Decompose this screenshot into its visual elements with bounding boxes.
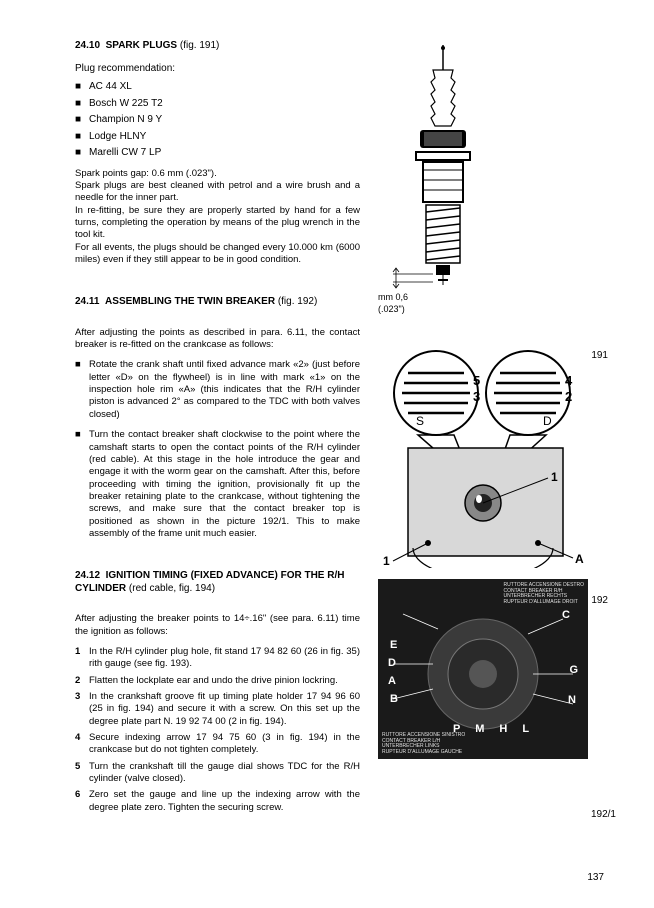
step-text: Zero set the gauge and line up the index…	[89, 789, 360, 814]
section-title-1: 24.10 SPARK PLUGS (fig. 191)	[75, 40, 360, 53]
svg-text:5: 5	[473, 373, 480, 388]
bullet-text: Champion N 9 Y	[89, 114, 360, 127]
svg-text:D: D	[543, 414, 552, 428]
section-num: 24.11	[75, 296, 99, 307]
section-num: 24.12	[75, 570, 100, 581]
step-text: In the crankshaft groove fit up timing p…	[89, 691, 360, 728]
fig-ref: (red cable, fig. 194)	[129, 583, 215, 594]
bullet-marker: ■	[75, 98, 89, 111]
photo-letter: A	[388, 675, 396, 687]
step-text: Flatten the lockplate ear and undo the d…	[89, 675, 360, 687]
photo-letter: E	[390, 639, 397, 651]
subtitle-1: Plug recommendation:	[75, 63, 360, 76]
step-text: Turn the crankshaft till the gauge dial …	[89, 761, 360, 786]
step-num: 1	[75, 646, 89, 671]
photo-letter: C	[562, 609, 570, 621]
photo-letter-row: P M H L	[453, 723, 535, 735]
bullet-text: Marelli CW 7 LP	[89, 147, 360, 160]
photo-letter: N	[568, 694, 576, 706]
bullet-marker: ■	[75, 81, 89, 94]
para: After adjusting the breaker points to 14…	[75, 613, 360, 638]
step-text: Secure indexing arrow 17 94 75 60 (3 in …	[89, 732, 360, 757]
para-text: In re-fitting, be sure they are properly…	[75, 205, 360, 241]
bullet-marker: ■	[75, 359, 89, 421]
svg-text:A: A	[575, 552, 584, 566]
section-title-2: 24.11 ASSEMBLING THE TWIN BREAKER (fig. …	[75, 296, 360, 309]
bullet-item: ■Marelli CW 7 LP	[75, 147, 360, 160]
step-num: 2	[75, 675, 89, 687]
fig-label-191: 191	[591, 350, 608, 361]
para-text: For all events, the plugs should be chan…	[75, 242, 360, 265]
para-text: Spark plugs are best cleaned with petrol…	[75, 180, 360, 203]
svg-text:S: S	[416, 414, 424, 428]
step-num: 5	[75, 761, 89, 786]
page-number: 137	[587, 872, 604, 883]
breaker-photo: RUTTORE ACCENSIONE DESTROCONTACT BREAKER…	[378, 579, 588, 759]
gap-mm-label: mm 0,6	[378, 292, 408, 302]
fig-ref: (fig. 192)	[278, 296, 317, 307]
svg-text:4: 4	[565, 373, 573, 388]
plug-list: ■AC 44 XL ■Bosch W 225 T2 ■Champion N 9 …	[75, 81, 360, 160]
svg-text:1: 1	[383, 554, 390, 568]
step: 1In the R/H cylinder plug hole, fit stan…	[75, 646, 360, 671]
text-column: 24.10 SPARK PLUGS (fig. 191) Plug recomm…	[75, 40, 360, 818]
section-title-3: 24.12 IGNITION TIMING (FIXED ADVANCE) FO…	[75, 570, 360, 595]
para-text: Spark points gap: 0.6 mm (.023").	[75, 168, 217, 179]
section-name: SPARK PLUGS	[106, 40, 178, 51]
step: 4Secure indexing arrow 17 94 75 60 (3 in…	[75, 732, 360, 757]
breaker-diagram-icon: 5 3 4 2 S D 1 1 A	[378, 343, 588, 568]
bullet-text: AC 44 XL	[89, 81, 360, 94]
fig-label-192: 192	[591, 595, 608, 606]
bullet-para: ■Rotate the crank shaft until fixed adva…	[75, 359, 360, 421]
step-text: In the R/H cylinder plug hole, fit stand…	[89, 646, 360, 671]
para: Spark points gap: 0.6 mm (.023"). Spark …	[75, 168, 360, 267]
bullet-item: ■Lodge HLNY	[75, 131, 360, 144]
fig-ref: (fig. 191)	[180, 40, 219, 51]
section-name: ASSEMBLING THE TWIN BREAKER	[105, 296, 275, 307]
svg-text:3: 3	[473, 389, 480, 404]
step-num: 3	[75, 691, 89, 728]
bullet-marker: ■	[75, 147, 89, 160]
bullet-item: ■AC 44 XL	[75, 81, 360, 94]
svg-text:2: 2	[565, 389, 572, 404]
page-content: 24.10 SPARK PLUGS (fig. 191) Plug recomm…	[75, 40, 624, 818]
section-num: 24.10	[75, 40, 100, 51]
photo-letter: D	[388, 657, 396, 669]
gap-in-label: (.023")	[378, 304, 405, 314]
bullet-marker: ■	[75, 114, 89, 127]
bullet-text: Turn the contact breaker shaft clockwise…	[89, 429, 360, 540]
step: 5Turn the crankshaft till the gauge dial…	[75, 761, 360, 786]
bullet-text: Bosch W 225 T2	[89, 98, 360, 111]
bullet-marker: ■	[75, 131, 89, 144]
para: After adjusting the points as described …	[75, 327, 360, 352]
spark-plug-icon: mm 0,6 (.023")	[378, 40, 508, 330]
step-num: 6	[75, 789, 89, 814]
bullet-text: Rotate the crank shaft until fixed advan…	[89, 359, 360, 421]
svg-text:1: 1	[551, 470, 558, 484]
bullet-marker: ■	[75, 429, 89, 540]
fig-label-192-1: 192/1	[591, 809, 616, 820]
bullet-item: ■Champion N 9 Y	[75, 114, 360, 127]
step: 3In the crankshaft groove fit up timing …	[75, 691, 360, 728]
bullet-item: ■Bosch W 225 T2	[75, 98, 360, 111]
figure-column: mm 0,6 (.023") 191	[378, 40, 578, 818]
bullet-para: ■Turn the contact breaker shaft clockwis…	[75, 429, 360, 540]
step-num: 4	[75, 732, 89, 757]
step: 2Flatten the lockplate ear and undo the …	[75, 675, 360, 687]
photo-label-bottom: RUTTORE ACCENSIONE SINISTROCONTACT BREAK…	[382, 733, 465, 755]
bullet-text: Lodge HLNY	[89, 131, 360, 144]
step: 6Zero set the gauge and line up the inde…	[75, 789, 360, 814]
photo-letter: G	[569, 664, 578, 676]
photo-letter: B	[390, 693, 398, 705]
